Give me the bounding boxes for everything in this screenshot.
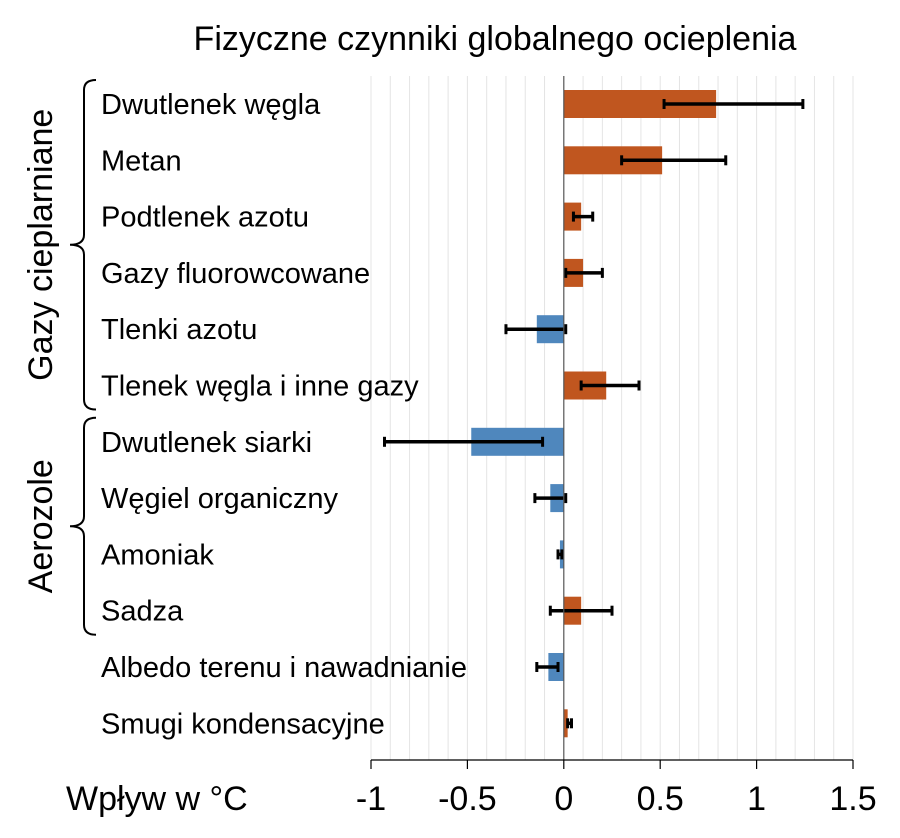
error-bar-5 [504,324,568,335]
error-bar-11 [535,662,560,672]
error-bar-1 [662,99,805,109]
error-bar-3 [571,211,595,222]
group-label: Aerozole [22,459,60,593]
category-label: Podtlenek azotu [101,202,309,234]
error-bar-10 [548,605,614,616]
error-bars [382,99,805,729]
error-bar-2 [620,155,728,166]
category-label: Smugi kondensacyjne [101,708,385,740]
x-tick-label: 0 [554,780,573,818]
category-label: Albedo terenu i nawadnianie [101,652,467,684]
gridlines [370,76,854,760]
error-bar-6 [579,380,641,391]
chart-title: Fizyczne czynniki globalnego ocieplenia [194,20,797,58]
category-label: Gazy fluorowcowane [101,258,370,290]
category-label: Dwutlenek siarki [101,427,312,459]
x-tick-label: 1.5 [829,780,876,818]
error-bar-7 [382,436,545,447]
category-label: Tlenki azotu [101,314,257,346]
category-label: Metan [101,145,182,177]
error-bar-4 [564,267,604,278]
category-label: Dwutlenek węgla [101,89,321,121]
error-bar-8 [533,493,568,504]
x-tick-label: 0.5 [637,780,684,818]
x-tick-label: 1 [747,780,766,818]
bar-12 [563,709,568,738]
x-tick-label: -1 [356,780,386,818]
category-labels: Dwutlenek węgla Metan Podtlenek azotu Gazy … [101,89,467,740]
category-label: Sadza [101,596,184,628]
category-label: Tlenek węgla i inne gazy [101,371,419,403]
error-bar-9 [556,549,564,560]
category-label: Węgiel organiczny [101,483,338,515]
group-label: Gazy cieplarniane [22,109,60,381]
x-axis-title: Wpływ w °C [66,780,248,818]
error-bar-12 [566,718,574,729]
group-bracket [69,416,97,636]
group-bracket [69,79,97,411]
category-label: Amoniak [101,539,214,571]
x-axis: -1 -0.5 0 0.5 1 1.5 [356,759,877,818]
group-brackets: Gazy cieplarniane Aerozole [22,79,97,636]
x-tick-label: -0.5 [438,780,497,818]
